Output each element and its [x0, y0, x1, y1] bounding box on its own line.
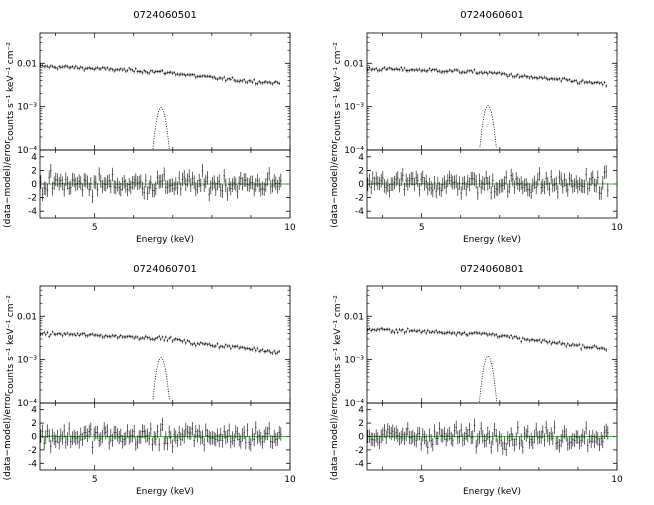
residual-y-tick-label: 4: [31, 153, 37, 163]
residual-y-tick-label: 2: [358, 166, 364, 176]
residual-y-tick-label: 4: [358, 153, 364, 163]
residual-y-tick-label: 0: [358, 433, 364, 443]
x-axis-label: Energy (keV): [136, 235, 194, 245]
y-tick-label: 10⁻³: [344, 103, 364, 113]
residual-y-tick-label: -2: [28, 194, 37, 204]
y-axis-label-bottom: (data−model)/error: [330, 140, 340, 228]
residual-data: [40, 163, 282, 204]
x-tick-label: 10: [611, 475, 623, 485]
y-axis-label-bottom: (data−model)/error: [330, 392, 340, 480]
residual-y-tick-label: 2: [358, 419, 364, 429]
x-axis-label: Energy (keV): [463, 487, 521, 497]
top-panel-frame: [39, 285, 291, 404]
y-tick-label: 0.01: [344, 59, 364, 69]
y-axis-label-top: counts s⁻¹ keV⁻¹ cm⁻²: [333, 42, 343, 141]
x-tick-label: 10: [284, 475, 296, 485]
chart-panel-2: 0724060601 0.01 10⁻³ 10⁻⁴4 2 0 -2 -4 5 10 Energy (…: [330, 10, 623, 245]
residual-y-tick-label: -2: [355, 446, 364, 456]
line-component-model: [152, 357, 170, 400]
residual-y-tick-label: -4: [28, 207, 37, 217]
line-component-model: [152, 107, 170, 150]
y-tick-label: 10⁻³: [344, 356, 364, 366]
x-tick-label: 10: [611, 223, 623, 233]
residual-y-tick-label: 2: [31, 166, 37, 176]
residual-data: [40, 417, 282, 455]
residual-y-tick-label: 0: [31, 180, 37, 190]
spectrum-data: [40, 63, 280, 86]
x-axis-label: Energy (keV): [463, 235, 521, 245]
line-component-model: [479, 355, 498, 402]
chart-title: 0724060601: [460, 10, 524, 21]
chart-title: 0724060701: [133, 264, 197, 275]
x-tick-label: 5: [92, 223, 98, 233]
y-axis-label-top: counts s⁻¹ keV⁻¹ cm⁻²: [6, 295, 16, 394]
residual-y-tick-label: -4: [355, 207, 364, 217]
x-tick-label: 5: [419, 475, 425, 485]
y-tick-label: 0.01: [344, 312, 364, 322]
top-panel-frame: [39, 32, 291, 151]
y-tick-label: 10⁻³: [17, 103, 37, 113]
residual-y-tick-label: 4: [31, 406, 37, 416]
spectrum-data: [367, 65, 607, 88]
y-tick-label: 10⁻⁴: [17, 146, 37, 156]
chart-panel-3: 0724060701 0.01 10⁻³ 10⁻⁴4 2 0 -2 -4 5 10 Energy (…: [3, 264, 296, 497]
chart-title: 0724060501: [133, 10, 197, 21]
y-tick-label: 0.01: [17, 59, 37, 69]
y-tick-label: 10⁻⁴: [17, 399, 37, 409]
residual-data: [367, 418, 609, 457]
chart-title: 0724060801: [460, 264, 524, 275]
x-tick-label: 5: [419, 223, 425, 233]
residual-y-tick-label: 0: [358, 180, 364, 190]
spectrum-data: [40, 330, 280, 356]
y-tick-label: 10⁻³: [17, 356, 37, 366]
residual-data: [367, 164, 609, 201]
top-panel-frame: [366, 32, 618, 151]
y-tick-label: 10⁻⁴: [344, 146, 364, 156]
y-tick-label: 0.01: [17, 312, 37, 322]
residual-y-tick-label: -2: [28, 446, 37, 456]
y-axis-label-bottom: (data−model)/error: [3, 140, 13, 228]
x-axis-label: Energy (keV): [136, 487, 194, 497]
chart-panel-1: 0724060501 0.01 10⁻³ 10⁻⁴4 2 0 -2 -4 5 10 Energy (…: [3, 10, 296, 245]
residual-y-tick-label: -4: [355, 459, 364, 469]
residual-y-tick-label: -2: [355, 194, 364, 204]
residual-y-tick-label: -4: [28, 459, 37, 469]
spectrum-data: [367, 326, 607, 352]
residual-y-tick-label: 0: [31, 433, 37, 443]
line-component-model: [479, 105, 497, 148]
chart-panel-4: 0724060801 0.01 10⁻³ 10⁻⁴4 2 0 -2 -4 5 10 Energy (…: [330, 264, 623, 497]
residual-y-tick-label: 2: [31, 419, 37, 429]
y-axis-label-top: counts s⁻¹ keV⁻¹ cm⁻²: [6, 42, 16, 141]
x-tick-label: 5: [92, 475, 98, 485]
y-tick-label: 10⁻⁴: [344, 399, 364, 409]
y-axis-label-top: counts s⁻¹ keV⁻¹ cm⁻²: [333, 295, 343, 394]
y-axis-label-bottom: (data−model)/error: [3, 392, 13, 480]
residual-y-tick-label: 4: [358, 406, 364, 416]
x-tick-label: 10: [284, 223, 296, 233]
